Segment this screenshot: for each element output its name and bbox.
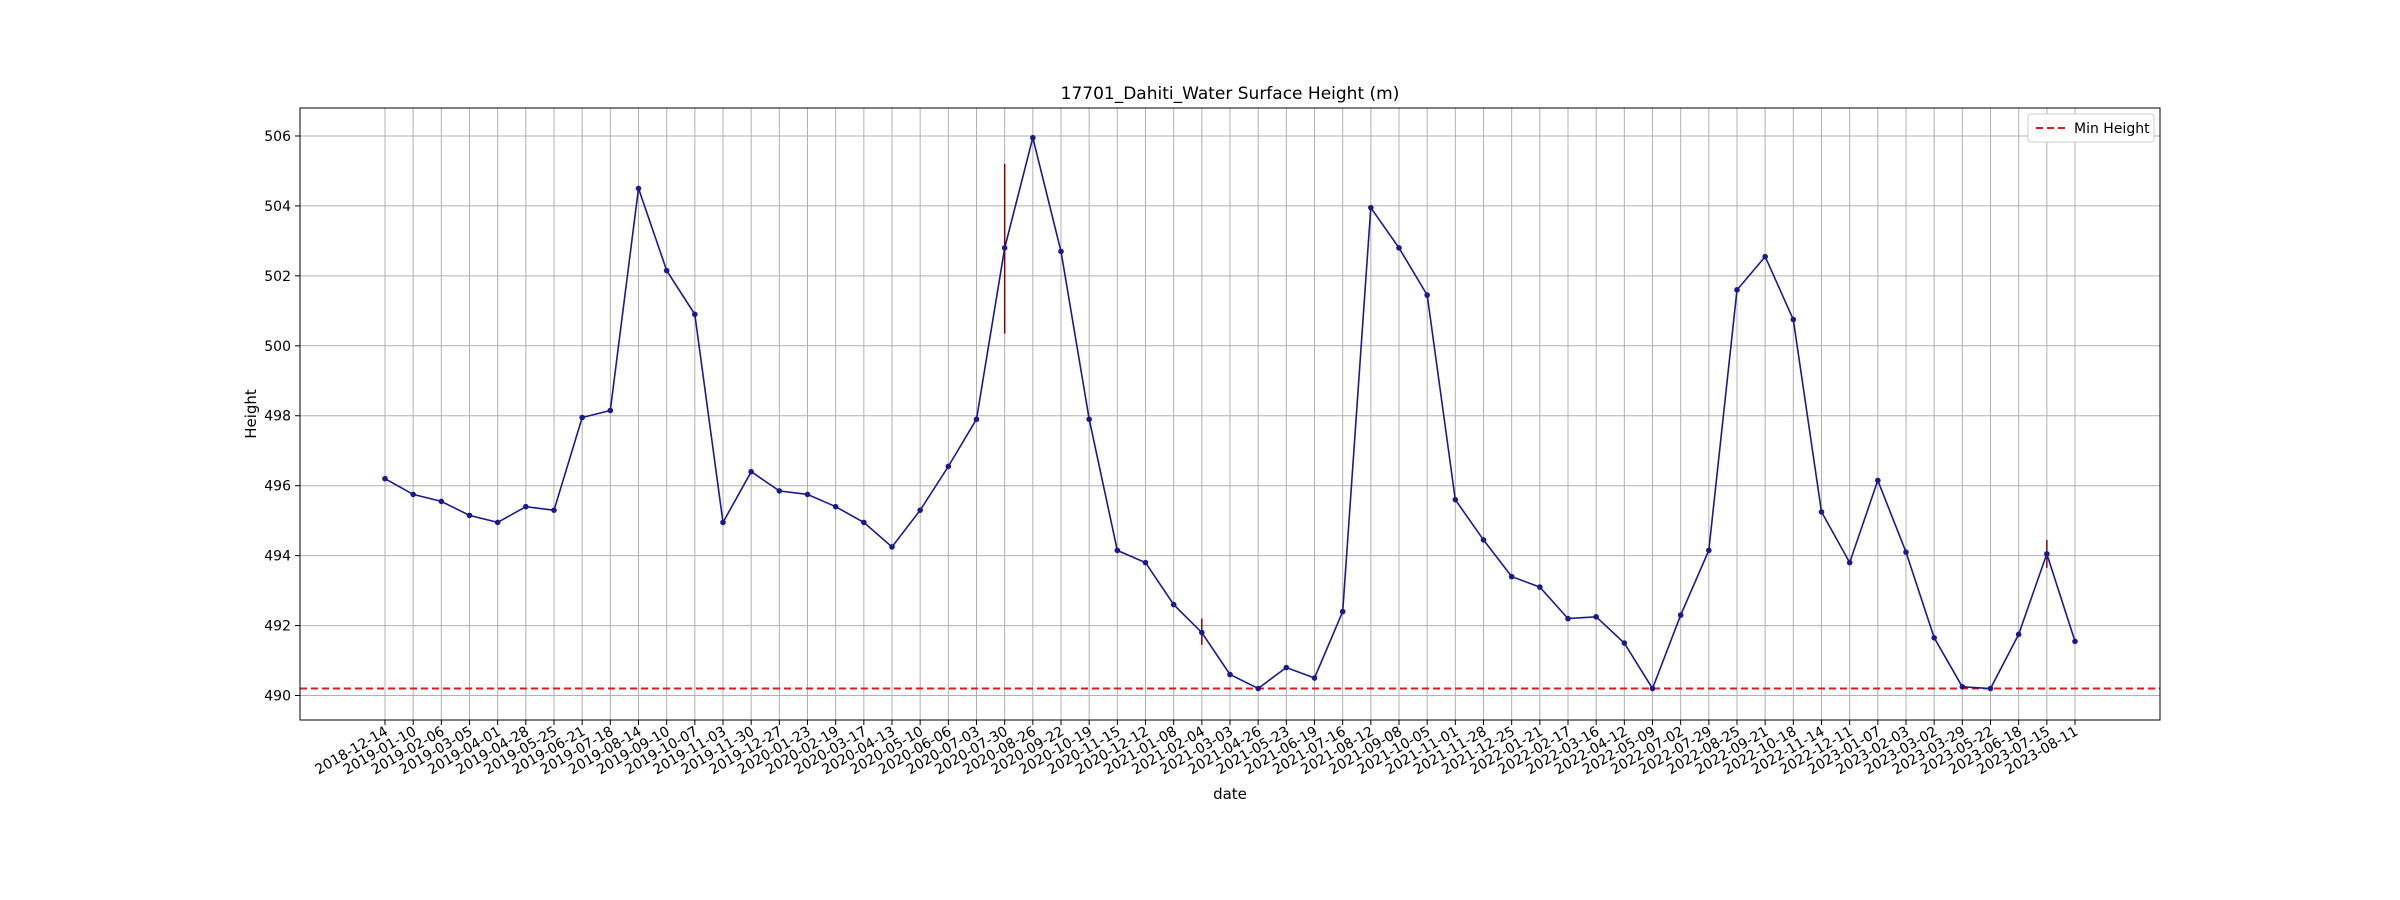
data-point <box>494 519 501 526</box>
data-point <box>1649 685 1656 692</box>
y-tick-label: 502 <box>264 269 291 285</box>
data-point <box>1762 253 1768 260</box>
y-tick-label: 496 <box>264 479 291 495</box>
data-point <box>1734 287 1740 293</box>
data-point <box>1677 612 1684 618</box>
data-point <box>1931 635 1937 641</box>
data-point <box>889 544 895 550</box>
data-point <box>607 407 614 414</box>
data-point <box>1818 509 1825 515</box>
data-point <box>438 498 445 505</box>
data-point <box>1846 559 1853 566</box>
chart-title: 17701_Dahiti_Water Surface Height (m) <box>1061 84 1400 104</box>
data-point <box>1790 316 1797 323</box>
y-ticks: 490 492 494 496 498 500 502 504 506 <box>264 129 300 705</box>
data-point <box>1396 245 1402 251</box>
data-point <box>466 512 473 519</box>
legend-box <box>2027 113 2155 143</box>
data-point <box>2015 631 2022 638</box>
data-point <box>1170 601 1177 608</box>
data-point <box>1875 477 1881 484</box>
data-point <box>1621 640 1628 646</box>
y-tick-label: 498 <box>264 409 291 425</box>
data-point <box>2072 638 2078 645</box>
y-tick-label: 490 <box>264 689 291 705</box>
data-point <box>1987 685 1994 692</box>
data-point <box>1255 685 1261 692</box>
data-point <box>1593 614 1599 620</box>
y-tick-label: 504 <box>264 199 291 215</box>
data-point <box>579 414 585 421</box>
data-point <box>1227 671 1233 678</box>
data-point <box>861 519 867 526</box>
data-point <box>410 491 416 498</box>
data-point <box>1114 547 1121 554</box>
legend-min-height-label: Min Height <box>2074 121 2150 137</box>
data-point <box>1030 134 1036 141</box>
data-point <box>1339 608 1346 615</box>
data-point <box>945 463 952 470</box>
data-point <box>973 416 980 423</box>
data-point <box>1480 537 1487 543</box>
data-point <box>1959 683 1966 690</box>
data-point <box>1142 559 1149 566</box>
data-point <box>748 468 754 475</box>
y-axis-label: Height <box>242 389 260 439</box>
y-tick-label: 492 <box>264 619 291 635</box>
data-point <box>1706 547 1712 554</box>
data-point <box>1903 549 1909 555</box>
data-point <box>382 475 388 482</box>
data-point <box>720 519 726 526</box>
grid <box>300 108 2160 720</box>
data-point <box>1058 248 1064 255</box>
y-tick-label: 494 <box>264 549 291 565</box>
data-point <box>1452 496 1459 503</box>
data-point <box>523 503 529 510</box>
data-point <box>1001 245 1008 251</box>
data-points <box>382 134 2078 692</box>
data-point <box>832 503 839 510</box>
x-ticks: 2018-12-142019-01-102019-02-062019-03-05… <box>313 720 2081 778</box>
data-point <box>1424 292 1430 298</box>
y-tick-label: 500 <box>264 339 291 355</box>
data-point <box>663 267 670 274</box>
data-point <box>1565 615 1571 622</box>
data-point <box>1368 204 1374 211</box>
data-point <box>1199 629 1205 636</box>
data-point <box>1537 584 1543 590</box>
legend: Min Height <box>2027 113 2155 143</box>
y-tick-label: 506 <box>264 129 291 145</box>
data-point <box>692 311 698 318</box>
data-point <box>635 185 642 192</box>
data-point <box>1283 664 1290 671</box>
data-point <box>2044 551 2050 557</box>
data-point <box>1508 573 1515 580</box>
data-point <box>776 488 783 494</box>
data-point <box>804 491 811 498</box>
data-point <box>1311 675 1318 681</box>
data-point <box>917 507 923 513</box>
data-point <box>551 507 557 513</box>
data-point <box>1086 416 1092 423</box>
x-axis-label: date <box>1213 785 1247 803</box>
